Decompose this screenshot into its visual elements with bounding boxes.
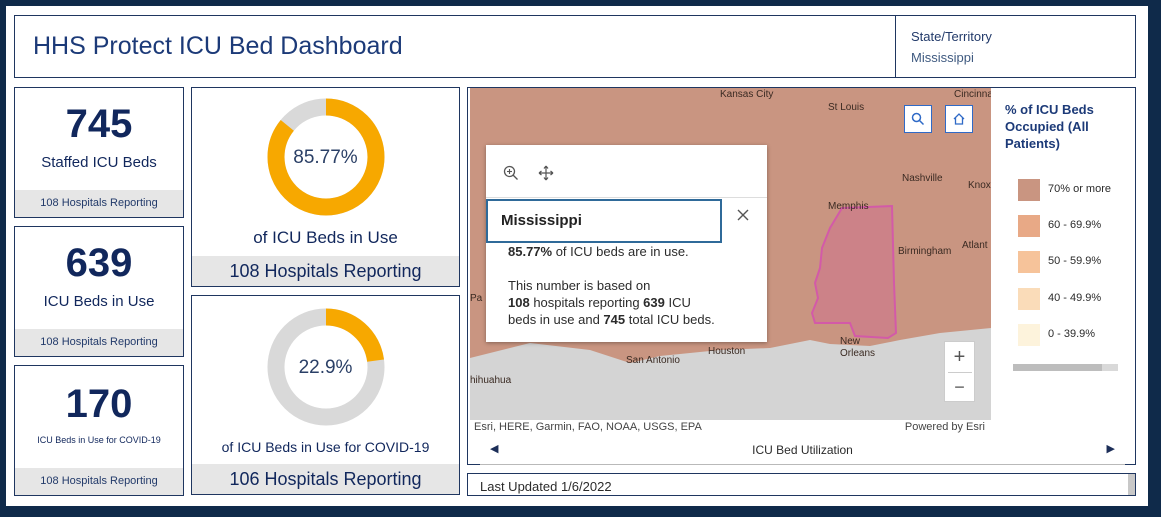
- covid-beds-label: ICU Beds in Use for COVID-19: [37, 435, 161, 445]
- legend-swatch: [1018, 288, 1040, 310]
- beds-in-use-value: 639: [65, 241, 133, 285]
- legend-swatch: [1018, 251, 1040, 273]
- staffed-beds-card: 745 Staffed ICU Beds 108 Hospitals Repor…: [14, 87, 184, 218]
- zoom-in-button[interactable]: +: [953, 346, 966, 368]
- city-label: Birmingham: [898, 246, 952, 257]
- last-updated-bar: Last Updated 1/6/2022: [467, 473, 1136, 496]
- feature-popup: Mississippi 85.77% of ICU beds are in us…: [486, 145, 767, 342]
- beds-in-use-footer: 108 Hospitals Reporting: [15, 329, 183, 356]
- state-value: Mississippi: [911, 50, 974, 65]
- city-label: Cincinna: [954, 89, 991, 100]
- zoom-divider: [948, 372, 972, 373]
- city-label: hihuahua: [470, 375, 512, 386]
- icu-use-label: of ICU Beds in Use: [253, 228, 398, 247]
- map-search-button[interactable]: [904, 105, 932, 133]
- legend-swatch: [1018, 324, 1040, 346]
- nav-prev-button[interactable]: ◀: [490, 443, 499, 455]
- nav-next-button[interactable]: ▶: [1106, 443, 1115, 455]
- covid-beds-value: 170: [65, 382, 133, 426]
- city-label: St Louis: [828, 102, 865, 113]
- popup-title: Mississippi: [486, 199, 722, 243]
- icu-use-donut: [267, 98, 385, 216]
- city-label: Nashville: [902, 173, 943, 184]
- last-updated: Last Updated 1/6/2022: [480, 479, 612, 494]
- map-nav-bar: ◀ ICU Bed Utilization ▶: [480, 436, 1125, 465]
- state-selector[interactable]: State/Territory Mississippi: [895, 16, 1137, 77]
- city-label: Memphis: [828, 201, 869, 212]
- covid-footer: 106 Hospitals Reporting: [192, 464, 459, 494]
- home-icon: [953, 113, 965, 125]
- beds-in-use-card: 639 ICU Beds in Use 108 Hospitals Report…: [14, 226, 184, 357]
- city-label: San Antonio: [626, 355, 680, 366]
- covid-beds-footer: 108 Hospitals Reporting: [15, 468, 183, 495]
- staffed-beds-label: Staffed ICU Beds: [41, 154, 157, 171]
- legend-swatch: [1018, 215, 1040, 237]
- donut-value-arc: [267, 98, 385, 216]
- zoom-to-icon: [503, 165, 518, 180]
- map-home-button[interactable]: [945, 105, 973, 133]
- covid-donut: [267, 308, 385, 426]
- popup-zoom-button[interactable]: [503, 165, 519, 186]
- city-label: Kansas City: [720, 89, 774, 100]
- zoom-control: + −: [944, 341, 975, 402]
- donut-value-arc: [267, 308, 385, 426]
- popup-line-4: beds in use and 745 total ICU beds.: [508, 312, 715, 327]
- legend-title: % of ICU Beds Occupied (All Patients): [1005, 102, 1094, 151]
- covid-label: of ICU Beds in Use for COVID-19: [221, 439, 430, 455]
- popup-line-2: This number is based on: [508, 278, 651, 293]
- covid-beds-card: 170 ICU Beds in Use for COVID-19 108 Hos…: [14, 365, 184, 496]
- mississippi-state[interactable]: [810, 204, 898, 340]
- header: HHS Protect ICU Bed Dashboard State/Terr…: [14, 15, 1136, 78]
- popup-close-button[interactable]: [736, 208, 750, 227]
- covid-percent: 22.9%: [298, 357, 353, 378]
- covid-donut-card: 22.9% of ICU Beds in Use for COVID-19 10…: [191, 295, 460, 495]
- popup-divider: [486, 197, 767, 198]
- map-attribution: Esri, HERE, Garmin, FAO, NOAA, USGS, EPA: [474, 421, 702, 433]
- city-label: Knox: [968, 180, 991, 191]
- attribution-bar: Esri, HERE, Garmin, FAO, NOAA, USGS, EPA…: [470, 420, 991, 436]
- zoom-out-button[interactable]: −: [954, 377, 965, 397]
- map-legend: % of ICU Beds Occupied (All Patients) 70…: [991, 88, 1135, 436]
- staffed-beds-footer: 108 Hospitals Reporting: [15, 190, 183, 217]
- icu-use-donut-card: 85.77% of ICU Beds in Use 108 Hospitals …: [191, 87, 460, 287]
- map-panel: Kansas City St Louis Cincinna Nashville …: [467, 87, 1136, 465]
- city-label: Atlant: [962, 240, 988, 251]
- city-label: Pa: [470, 293, 483, 304]
- legend-swatch: [1018, 179, 1040, 201]
- move-icon: [538, 165, 554, 181]
- powered-by: Powered by Esri: [904, 421, 985, 433]
- icu-use-percent: 85.77%: [293, 147, 358, 168]
- footer-scrollbar[interactable]: [1128, 474, 1135, 495]
- legend-scrollbar[interactable]: [1013, 364, 1118, 371]
- beds-in-use-label: ICU Beds in Use: [43, 293, 155, 310]
- icu-use-footer: 108 Hospitals Reporting: [192, 256, 459, 286]
- nav-title: ICU Bed Utilization: [752, 443, 853, 457]
- map-view[interactable]: Kansas City St Louis Cincinna Nashville …: [470, 88, 991, 420]
- search-icon: [911, 112, 925, 126]
- popup-pan-button[interactable]: [538, 165, 554, 186]
- popup-line-1: 85.77% of ICU beds are in use.: [508, 244, 689, 259]
- legend-scroll-thumb[interactable]: [1013, 364, 1102, 371]
- pacific-water: [470, 370, 530, 420]
- popup-line-3: 108 hospitals reporting 639 ICU: [508, 295, 691, 310]
- page-title: HHS Protect ICU Bed Dashboard: [33, 32, 403, 60]
- state-label: State/Territory: [911, 29, 992, 44]
- city-label: New Orleans: [840, 336, 876, 359]
- city-label: Houston: [708, 346, 746, 357]
- staffed-beds-value: 745: [65, 102, 133, 146]
- map-geography: [470, 204, 991, 420]
- gulf-water: [470, 328, 991, 420]
- close-icon: [737, 209, 749, 221]
